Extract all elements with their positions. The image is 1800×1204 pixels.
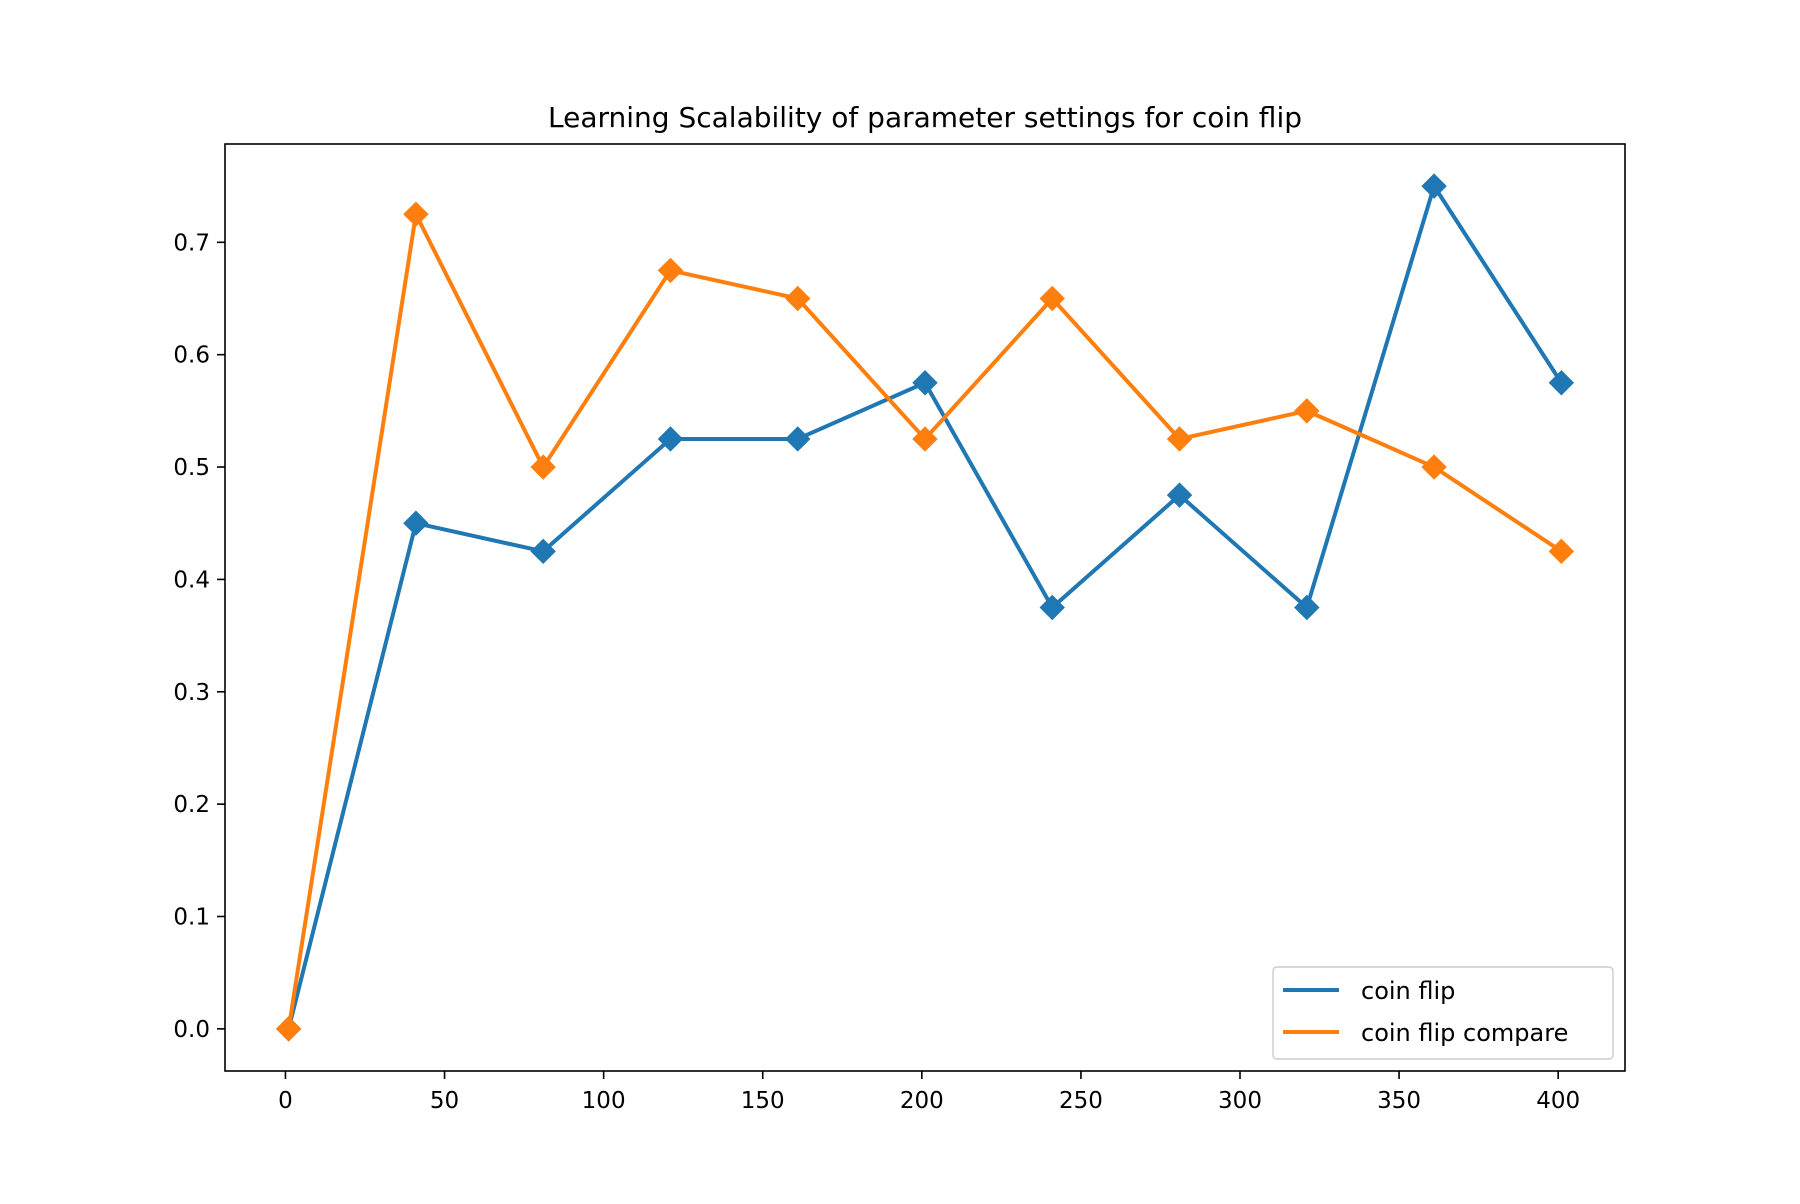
series-1-point-3 — [530, 538, 556, 565]
axes-frame — [224, 143, 1626, 1072]
series-1-point-8 — [1166, 482, 1193, 508]
series-2-point-10 — [1421, 454, 1447, 480]
series-2-point-4 — [657, 257, 684, 284]
x-tick-label: 150 — [741, 1088, 785, 1114]
x-tick-label: 0 — [278, 1088, 293, 1114]
series-2-point-1 — [275, 1016, 302, 1042]
series-1-point-10 — [1421, 173, 1447, 199]
axes: 0 50 100 150 200 250 300 350 400 0.0 0.1 0.2 0.3 0.4 0… — [173, 143, 1626, 1114]
series-2-point-2 — [403, 201, 429, 227]
series-1-point-6 — [912, 370, 938, 396]
plot-area — [275, 173, 1575, 1042]
series-1-point-2 — [403, 510, 429, 536]
series-1-point-5 — [785, 426, 811, 452]
x-tick-label: 100 — [582, 1088, 626, 1114]
series-2-point-8 — [1166, 426, 1193, 452]
y-tick-label: 0.1 — [173, 905, 210, 931]
series-2-point-6 — [912, 426, 938, 452]
x-tick-label: 50 — [430, 1088, 459, 1114]
series-1-point-11 — [1548, 370, 1575, 396]
y-tick-label: 0.5 — [173, 455, 210, 481]
series-2-point-3 — [530, 454, 556, 480]
x-tick-label: 250 — [1059, 1088, 1103, 1114]
series-2-point-11 — [1548, 538, 1575, 565]
y-tick-label: 0.4 — [173, 567, 210, 593]
x-tick-label: 400 — [1536, 1088, 1580, 1114]
y-tick-label: 0.0 — [173, 1017, 210, 1043]
series-2-point-9 — [1294, 398, 1320, 424]
x-tick-label: 300 — [1218, 1088, 1262, 1114]
y-tick-label: 0.6 — [173, 343, 210, 369]
series-2-point-7 — [1039, 285, 1065, 312]
series-1-point-9 — [1294, 594, 1320, 621]
legend-label-1: coin flip — [1361, 977, 1455, 1005]
series-1-point-4 — [657, 426, 684, 452]
y-tick-label: 0.7 — [173, 230, 210, 256]
legend-label-2: coin flip compare — [1361, 1019, 1568, 1047]
legend-box — [1272, 966, 1614, 1060]
legend: coin flip coin flip compare — [1272, 966, 1614, 1060]
y-tick-label: 0.3 — [173, 680, 210, 706]
y-tick-label: 0.2 — [173, 792, 210, 818]
x-tick-label: 350 — [1377, 1088, 1421, 1114]
x-tick-label: 200 — [900, 1088, 944, 1114]
chart-title: Learning Scalability of parameter settin… — [548, 101, 1302, 134]
series-1-point-7 — [1039, 594, 1065, 621]
series-2-point-5 — [785, 285, 811, 312]
